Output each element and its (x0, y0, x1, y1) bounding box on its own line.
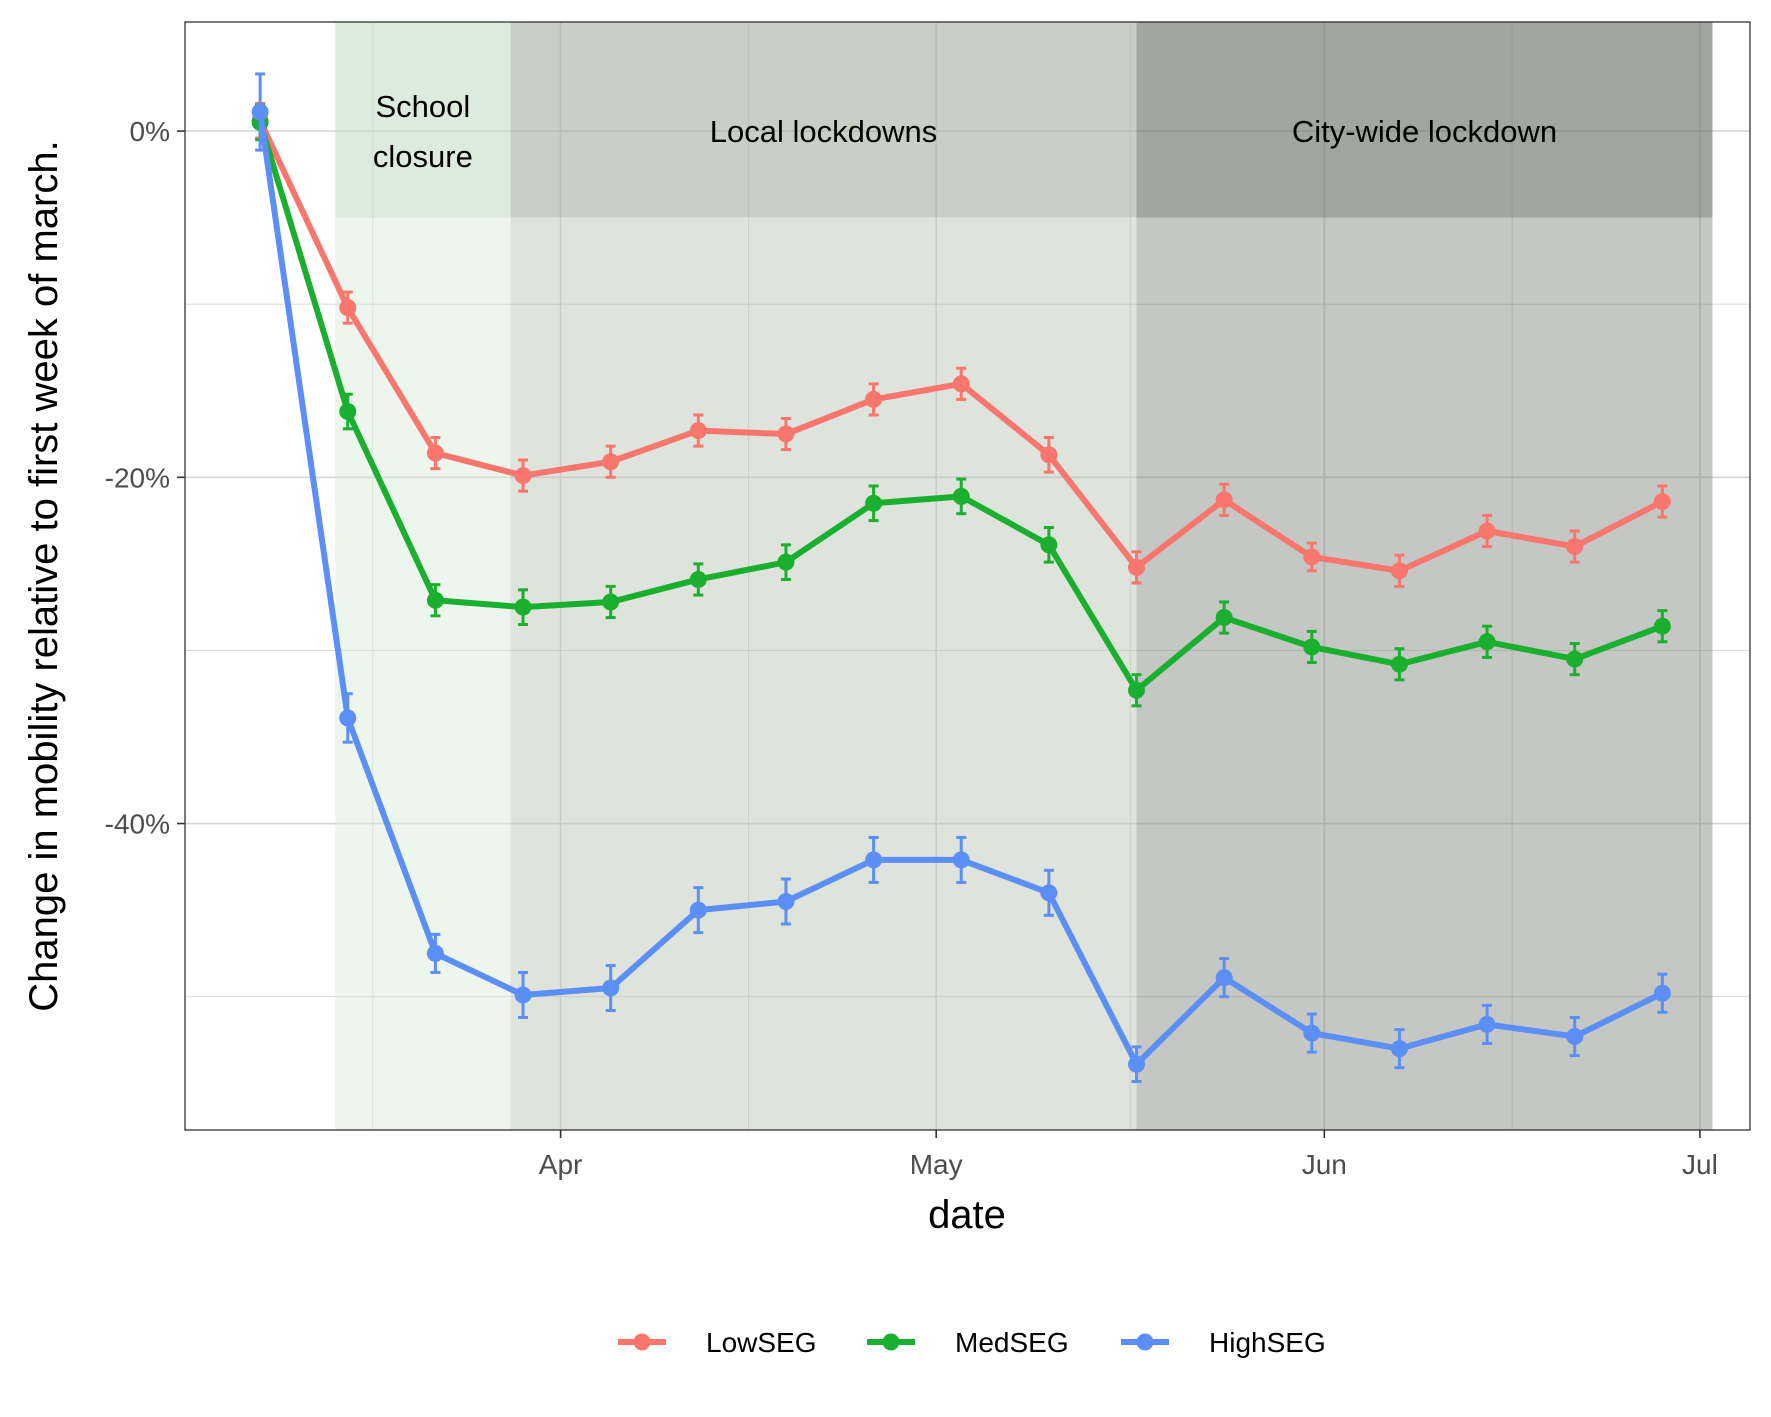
data-point (689, 570, 707, 588)
data-point (865, 390, 883, 408)
data-point (1040, 446, 1058, 464)
y-axis-ticks: 0% -20% -40% (105, 116, 185, 840)
period-label: closure (373, 139, 473, 174)
x-tick-label: Apr (539, 1149, 583, 1180)
legend-label: MedSEG (955, 1327, 1069, 1358)
data-point (952, 375, 970, 393)
legend-label: HighSEG (1209, 1327, 1326, 1358)
x-tick-label: Jun (1302, 1149, 1347, 1180)
period-header (510, 22, 1137, 218)
legend: LowSEG MedSEG HighSEG (618, 1327, 1326, 1358)
data-point (689, 422, 707, 440)
legend-key-point (1136, 1333, 1154, 1351)
data-point (339, 709, 357, 727)
data-point (1653, 617, 1671, 635)
data-point (602, 979, 620, 997)
legend-key-point (882, 1333, 900, 1351)
data-point (1478, 633, 1496, 651)
period-header (1136, 22, 1713, 218)
data-point (1653, 984, 1671, 1002)
data-point (689, 901, 707, 919)
data-point (865, 851, 883, 869)
data-point (1566, 538, 1584, 556)
period-label: School (375, 89, 470, 124)
data-point (1478, 1015, 1496, 1033)
data-point (1478, 522, 1496, 540)
data-point (602, 593, 620, 611)
legend-key-point (633, 1333, 651, 1351)
data-point (1390, 655, 1408, 673)
x-axis-title: date (928, 1193, 1006, 1237)
plot-panel-border (184, 21, 1751, 1131)
data-point (952, 487, 970, 505)
period-label: Local lockdowns (710, 114, 937, 149)
data-point (339, 299, 357, 317)
data-point (251, 103, 269, 121)
data-point (1390, 562, 1408, 580)
data-point (1390, 1040, 1408, 1058)
data-point (777, 553, 795, 571)
data-point (1653, 493, 1671, 511)
data-point (1215, 609, 1233, 627)
data-point (777, 892, 795, 910)
data-point (426, 444, 444, 462)
data-point (1303, 1024, 1321, 1042)
x-tick-label: Jul (1682, 1149, 1718, 1180)
data-point (426, 591, 444, 609)
data-point (1566, 650, 1584, 668)
period-bands: School closure Local lockdowns City-wide lo… (335, 22, 1713, 1131)
x-tick-label: May (910, 1149, 963, 1180)
data-point (514, 467, 532, 485)
x-axis-ticks: Apr May Jun Jul (539, 1130, 1718, 1180)
data-point (1566, 1028, 1584, 1046)
data-point (602, 453, 620, 471)
data-point (1040, 884, 1058, 902)
data-point (1128, 1055, 1146, 1073)
period-band (335, 217, 511, 1131)
data-point (514, 598, 532, 616)
period-label: City-wide lockdown (1292, 114, 1557, 149)
data-point (865, 494, 883, 512)
data-point (1215, 491, 1233, 509)
series-lines (251, 72, 1671, 1084)
data-point (426, 944, 444, 962)
data-point (777, 425, 795, 443)
data-point (952, 851, 970, 869)
period-band (510, 217, 1137, 1131)
y-tick-label: 0% (130, 116, 170, 147)
legend-label: LowSEG (706, 1327, 817, 1358)
data-point (1128, 558, 1146, 576)
data-point (1303, 638, 1321, 656)
period-header (335, 22, 511, 218)
y-tick-label: -20% (105, 462, 170, 493)
data-point (1128, 681, 1146, 699)
y-axis-title: Change in mobility relative to first wee… (22, 140, 66, 1011)
data-point (1040, 536, 1058, 554)
data-point (339, 403, 357, 421)
data-point (1215, 969, 1233, 987)
y-tick-label: -40% (105, 809, 170, 840)
data-point (514, 986, 532, 1004)
data-point (1303, 548, 1321, 566)
